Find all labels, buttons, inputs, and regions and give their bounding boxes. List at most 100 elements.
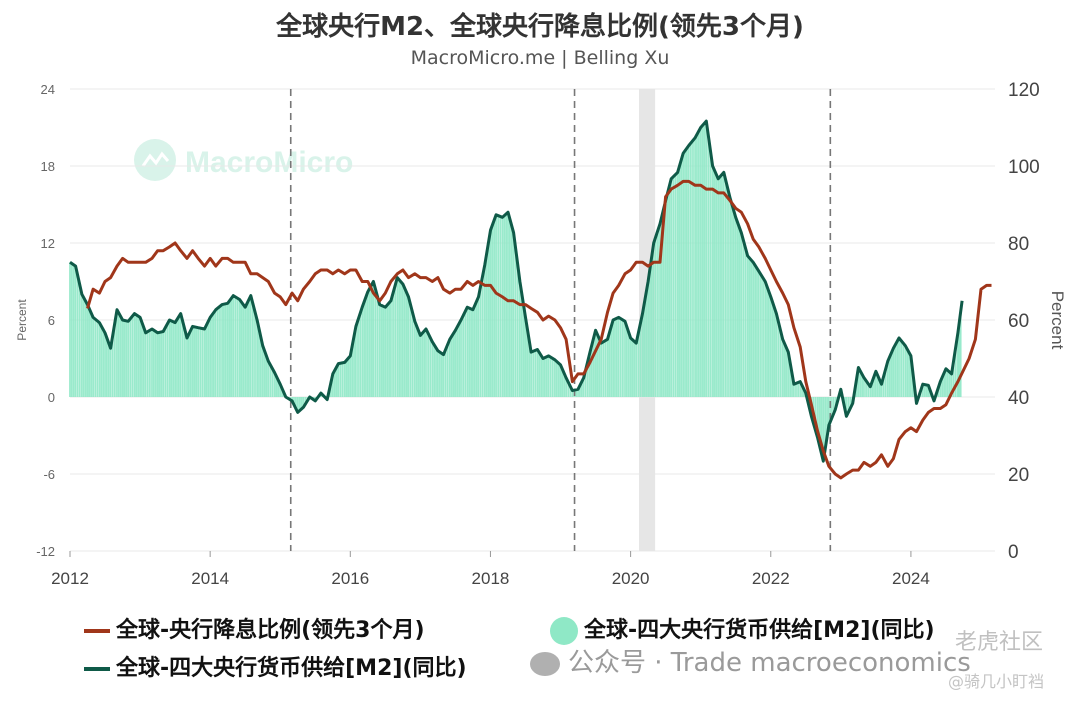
m2-bar: [565, 377, 568, 397]
m2-bar: [384, 307, 387, 397]
m2-bar: [129, 318, 132, 397]
m2-bar: [127, 321, 130, 397]
m2-bar: [495, 214, 497, 397]
m2-bar: [230, 298, 233, 397]
m2-bar: [954, 346, 957, 397]
m2-bar: [906, 349, 909, 397]
m2-bar: [880, 384, 883, 397]
m2-bar: [910, 355, 912, 397]
m2-bar: [256, 320, 259, 397]
m2-bar: [86, 304, 89, 397]
m2-bar: [214, 309, 217, 397]
macromicro-logo-text: MacroMicro: [185, 146, 353, 179]
m2-bar: [682, 153, 685, 397]
m2-bar: [483, 264, 486, 397]
m2-bar: [477, 296, 480, 397]
m2-bar: [491, 225, 494, 397]
legend-item-m2-bar[interactable]: 全球-四大央行货币供给[M2](同比): [550, 612, 935, 645]
legend-item-rate-cut[interactable]: 全球-央行降息比例(领先3个月): [84, 612, 425, 644]
m2-bar: [952, 360, 955, 397]
left-axis-label: Percent: [15, 299, 29, 341]
m2-bar: [69, 262, 71, 397]
m2-bar: [219, 306, 221, 397]
m2-bar: [532, 351, 535, 397]
m2-bar: [789, 362, 792, 397]
m2-bar: [271, 368, 274, 397]
m2-bar: [154, 331, 157, 397]
m2-bar: [401, 284, 404, 397]
m2-bar: [771, 302, 774, 397]
m2-bar: [446, 344, 449, 397]
m2-bar: [610, 326, 613, 397]
m2-bar: [448, 339, 451, 397]
m2-bar: [501, 217, 504, 397]
m2-bar: [78, 284, 81, 397]
m2-bar: [604, 340, 607, 397]
m2-bar: [251, 303, 254, 397]
rate-cut-line: [86, 179, 992, 480]
m2-bar: [452, 333, 455, 397]
m2-bar: [709, 151, 712, 397]
m2-bar: [542, 358, 544, 397]
m2-bar: [184, 329, 186, 397]
m2-bar: [258, 328, 260, 397]
m2-bar: [898, 337, 900, 397]
m2-bar: [635, 343, 638, 397]
m2-bar: [72, 264, 75, 397]
m2-bar: [487, 241, 490, 397]
m2-bar: [275, 376, 278, 397]
m2-bar: [81, 294, 83, 397]
m2-bar: [166, 323, 169, 397]
m2-bar: [407, 296, 410, 397]
m2-bar: [871, 381, 874, 397]
x-tick-label: 2024: [892, 569, 930, 588]
macromicro-watermark-logo: MacroMicro: [134, 139, 353, 181]
m2-bar: [557, 363, 560, 397]
m2-bar: [197, 327, 200, 397]
m2-bar: [135, 314, 138, 397]
m2-bar: [734, 217, 737, 397]
m2-bar: [621, 320, 624, 397]
m2-bar: [886, 361, 889, 397]
m2-bar: [514, 248, 517, 397]
m2-bar: [111, 335, 114, 397]
legend-item-m2-line[interactable]: 全球-四大央行货币供给[M2](同比): [84, 650, 467, 682]
left-tick-label: 18: [41, 159, 55, 174]
m2-bar: [668, 186, 671, 397]
m2-bar: [522, 305, 525, 397]
m2-bar: [797, 382, 799, 397]
legend-label-m2-bar: 全球-四大央行货币供给[M2](同比): [584, 618, 935, 643]
m2-bar: [958, 322, 961, 397]
m2-bar: [187, 334, 190, 397]
m2-bar: [304, 397, 307, 404]
m2-bar: [678, 166, 681, 397]
m2-bar: [689, 142, 692, 397]
m2-bar: [259, 337, 262, 397]
m2-bar: [894, 344, 897, 397]
legend-label-m2-line: 全球-四大央行货币供给[M2](同比): [116, 656, 467, 681]
m2-bar: [563, 373, 566, 397]
m2-bar: [781, 339, 784, 397]
m2-bar: [692, 140, 694, 398]
m2-bar: [946, 370, 949, 397]
m2-bar: [824, 397, 827, 450]
m2-bar: [614, 319, 616, 397]
left-tick-label: 6: [48, 313, 55, 328]
m2-bar: [787, 352, 790, 397]
m2-bar: [845, 397, 848, 417]
m2-bar: [464, 311, 467, 397]
m2-bar: [207, 321, 210, 397]
right-tick-label: 80: [1008, 234, 1029, 255]
m2-bar: [302, 397, 305, 408]
m2-bar: [172, 321, 175, 397]
m2-bar: [590, 344, 593, 397]
m2-bar: [423, 331, 426, 397]
m2-bar: [405, 292, 408, 397]
m2-bar: [746, 255, 749, 397]
m2-bar: [766, 286, 768, 397]
m2-bar: [90, 313, 93, 397]
m2-bar: [795, 383, 797, 397]
m2-bar: [884, 368, 887, 397]
m2-bar: [186, 337, 188, 397]
